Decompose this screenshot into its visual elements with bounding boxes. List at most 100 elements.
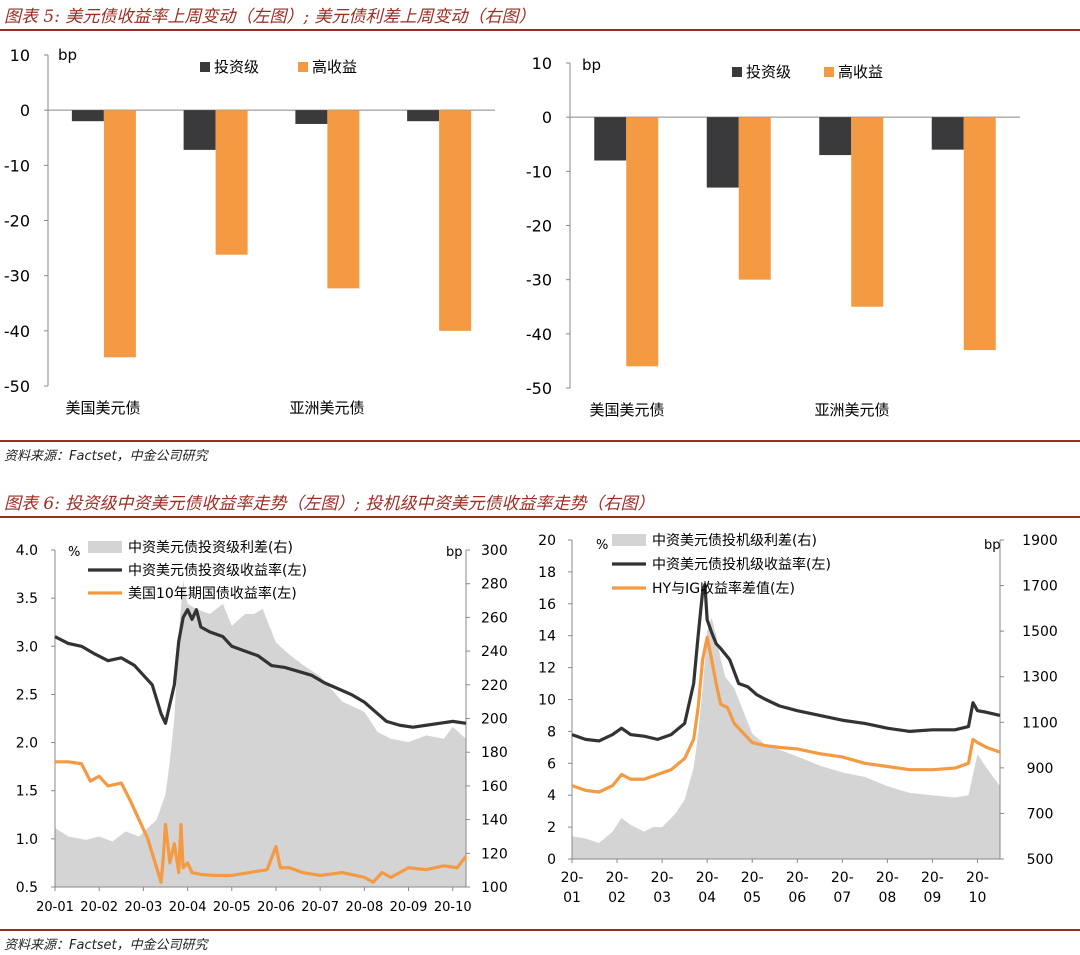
right-y-tick-label: 500 [1027,852,1054,868]
spread-area [55,580,466,887]
left-y-tick-label: 3.0 [16,639,38,655]
figure6-source-rule [0,929,1080,931]
bar-high-yield [738,117,771,280]
bar-investment-grade [183,110,216,150]
right-y-tick-label: 140 [481,813,508,829]
left-y-tick-label: 4.0 [16,543,38,559]
bar-investment-grade [931,117,964,150]
bar-high-yield [327,110,360,289]
right-y-tick-label: 120 [481,846,508,862]
y-tick-label: -50 [4,377,30,396]
left-y-tick-label: 3.5 [16,591,38,607]
right-unit-label: bp [446,545,463,560]
left-y-tick-label: 1.5 [16,784,38,800]
bar-high-yield [215,110,248,255]
y-tick-label: 10 [10,46,30,65]
left-y-tick-label: 14 [538,629,556,645]
bar-investment-grade [407,110,440,122]
right-y-tick-label: 300 [481,543,508,559]
right-y-tick-label: 240 [481,644,508,660]
x-tick-label: 20-07 [301,900,339,915]
bar-investment-grade [819,117,852,156]
left-y-tick-label: 2.0 [16,736,38,752]
y-unit-label: bp [582,56,601,74]
x-tick-label: 20-05 [213,900,251,915]
x-tick-label: 20-01 [561,870,584,906]
y-tick-label: -20 [526,217,552,236]
left-unit-label: % [596,538,608,553]
right-y-tick-label: 280 [481,577,508,593]
right-y-tick-label: 220 [481,678,508,694]
x-tick-label: 20-06 [786,870,809,906]
y-tick-label: -10 [4,156,30,175]
figure5-title-rule [0,29,1080,31]
bar-high-yield [626,117,659,367]
y-tick-label: -10 [526,162,552,181]
left-y-tick-label: 10 [538,693,556,709]
bond-yield-line [571,583,1001,743]
right-unit-label: bp [984,538,1001,553]
y-tick-label: -40 [526,325,552,344]
y-tick-label: -30 [526,271,552,290]
figure5-source-rule [0,440,1080,442]
category-label: 亚洲美元债 [289,399,364,417]
left-y-tick-label: 12 [538,661,556,677]
x-tick-label: 20-02 [80,900,118,915]
y-tick-label: -50 [526,379,552,398]
figure6-title-rule [0,516,1080,518]
right-y-tick-label: 900 [1027,761,1054,777]
x-tick-label: 20-03 [124,900,162,915]
legend-label: 中资美元债投资级收益率(左) [128,562,307,579]
x-tick-label: 20-04 [169,900,207,915]
y-tick-label: 10 [532,54,552,73]
category-label: 亚洲美元债 [814,401,889,419]
legend-label: 中资美元债投机级利差(右) [652,533,817,549]
y-tick-label: 0 [20,101,30,120]
right-y-tick-label: 1300 [1022,670,1058,686]
legend-swatch [612,534,646,546]
x-tick-label: 20-08 [876,870,899,906]
left-y-tick-label: 16 [538,597,556,613]
y-tick-label: -20 [4,212,30,231]
x-tick-label: 20-10 [434,900,472,915]
legend-label: 投资级 [214,58,259,76]
x-tick-label: 20-06 [257,900,295,915]
bar-high-yield [439,110,472,331]
legend-label: HY与IG收益率差值(左) [652,580,795,597]
y-tick-label: -30 [4,267,30,286]
comparison-line [55,760,468,884]
right-y-tick-label: 100 [481,880,508,896]
left-y-tick-label: 1.0 [16,832,38,848]
legend-swatch [732,67,742,77]
bar-investment-grade [706,117,739,188]
x-tick-label: 20-04 [696,870,719,906]
x-tick-label: 20-09 [390,900,428,915]
right-y-tick-label: 700 [1027,806,1054,822]
comparison-line [571,635,1001,794]
x-tick-label: 20-05 [741,870,764,906]
y-tick-label: -40 [4,322,30,341]
figure6-title: 图表 6: 投资级中资美元债收益率走势（左图）; 投机级中资美元债收益率走势（右… [4,494,655,514]
spread-area [572,617,1000,859]
right-y-tick-label: 1500 [1022,624,1058,640]
x-tick-label: 20-03 [651,870,674,906]
category-label: 美国美元债 [65,399,140,417]
bar-high-yield [851,117,884,307]
right-y-tick-label: 260 [481,610,508,626]
left-y-tick-label: 0.5 [16,880,38,896]
legend-swatch [200,62,210,72]
bond-yield-line [54,608,467,729]
left-y-tick-label: 4 [547,788,556,804]
legend-label: 美国10年期国债收益率(左) [128,585,297,602]
legend-swatch [824,67,834,77]
left-y-tick-label: 20 [538,533,556,549]
x-tick-label: 20-02 [606,870,629,906]
bar-investment-grade [295,110,328,124]
figure5-title: 图表 5: 美元债收益率上周变动（左图）; 美元债利差上周变动（右图） [4,7,536,27]
right-y-tick-label: 180 [481,745,508,761]
left-y-tick-label: 0 [547,852,556,868]
bar-investment-grade [594,117,627,161]
right-y-tick-label: 1900 [1022,533,1058,549]
